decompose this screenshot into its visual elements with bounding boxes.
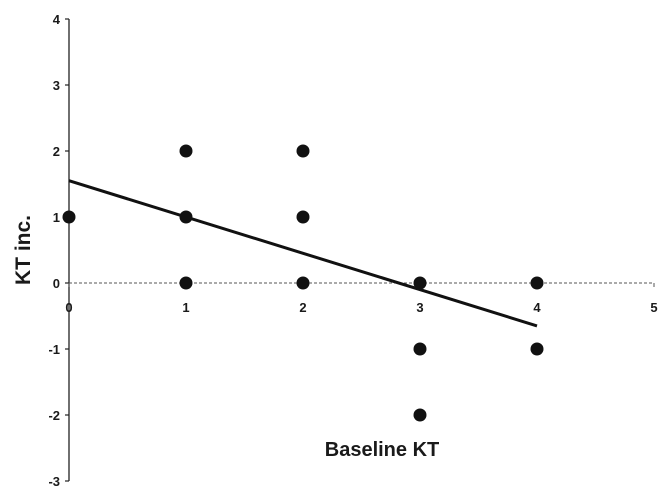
data-point [413, 276, 427, 290]
y-axis-title: KT inc. [12, 215, 35, 285]
y-axis-ticks: 4 3 2 1 0 -1 -2 -3 [48, 12, 69, 488]
x-tick-label: 5 [650, 300, 657, 315]
x-tick-label: 2 [299, 300, 306, 315]
y-tick-label: 1 [53, 210, 60, 225]
data-point [413, 342, 427, 356]
x-axis-title: Baseline KT [325, 439, 439, 461]
x-tick-label: 1 [182, 300, 189, 315]
x-tick-label: 4 [533, 300, 541, 315]
trend-line [68, 179, 538, 328]
data-points [62, 144, 544, 422]
data-point [296, 144, 310, 158]
y-tick-label: -2 [48, 408, 60, 423]
y-tick-label: 0 [53, 276, 60, 291]
x-tick-label: 0 [65, 300, 72, 315]
x-tick-label: 3 [416, 300, 423, 315]
data-point [296, 210, 310, 224]
data-point [179, 276, 193, 290]
data-point [179, 144, 193, 158]
data-point [179, 210, 193, 224]
data-point [530, 276, 544, 290]
x-axis-ticks: 0 1 2 3 4 5 [65, 283, 658, 315]
data-point [296, 276, 310, 290]
y-tick-label: 3 [53, 78, 60, 93]
y-tick-label: 4 [53, 12, 61, 27]
data-point [530, 342, 544, 356]
data-point [413, 408, 427, 422]
y-tick-label: 2 [53, 144, 60, 159]
y-tick-label: -1 [48, 342, 60, 357]
y-tick-label: -3 [48, 474, 60, 488]
data-point [62, 210, 76, 224]
